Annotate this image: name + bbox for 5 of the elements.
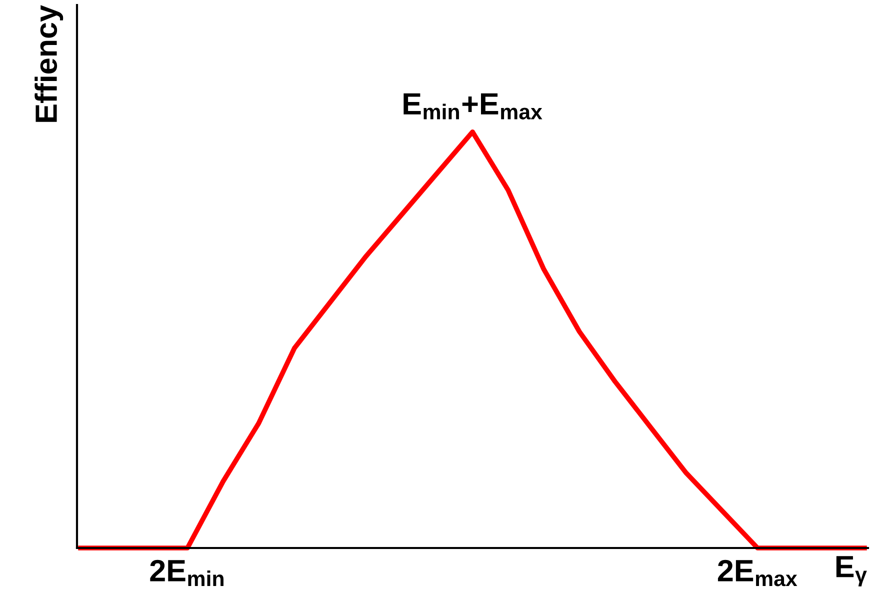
y-axis-title: Effiency (34, 5, 64, 122)
x-tick-label: 2E$_{max}$ (718, 560, 798, 586)
annotation: E$_{min}$+E$_{max}$ (404, 93, 542, 120)
x-axis-title: E$_{γ}$ (836, 556, 867, 586)
x-tick-label: 2E$_{min}$ (150, 560, 224, 586)
